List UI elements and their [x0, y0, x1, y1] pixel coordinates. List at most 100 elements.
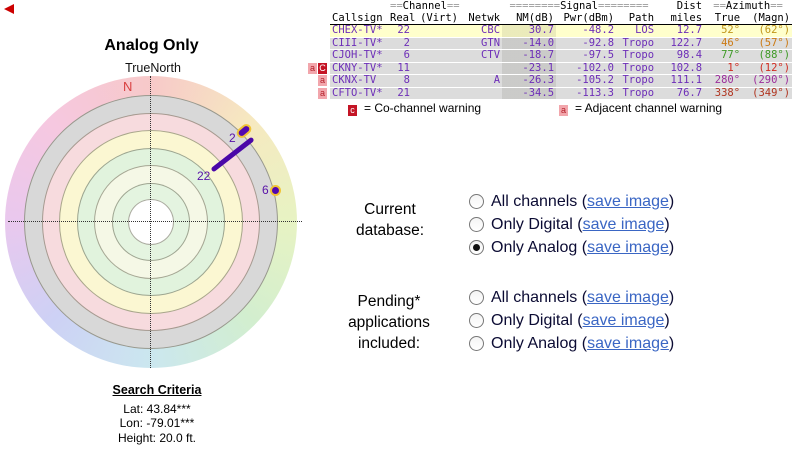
row-warning-badges: [304, 49, 330, 62]
paren-open: (: [577, 311, 583, 329]
cell-miles: 102.8: [656, 62, 705, 75]
back-arrow-icon[interactable]: [4, 4, 14, 14]
option-pending-applications-only-digital: Only Digital (save image): [469, 309, 674, 332]
cell-virt: [412, 49, 461, 63]
save-image-link[interactable]: save image: [587, 334, 669, 352]
cell-az_true: 280°: [704, 74, 743, 88]
cell-callsign: CFTO-TV*: [330, 87, 388, 100]
save-image-link[interactable]: save image: [587, 238, 669, 256]
dist-group-header: Dist: [676, 0, 703, 12]
search-criteria: Search Criteria Lat: 43.84*** Lon: -79.0…: [57, 383, 257, 445]
cell-path: LOS: [616, 24, 657, 38]
cell-az_magn: (12°): [742, 62, 793, 75]
option-label: Only Digital: [491, 215, 578, 233]
search-criteria-title: Search Criteria: [112, 383, 202, 397]
chart-title: Analog Only: [104, 37, 199, 54]
cell-real: 21: [388, 87, 412, 100]
option-pending-applications-all-channels: All channels (save image): [469, 286, 674, 309]
cell-az_magn: (88°): [742, 49, 793, 63]
row-warning-badges: a: [304, 87, 330, 100]
cell-path: Tropo: [616, 74, 657, 88]
signal-table: ==Channel== ========Signal======== Dist …: [304, 0, 793, 100]
pending-applications-label-line: Pending*: [357, 293, 421, 310]
cell-miles: 12.7: [656, 24, 705, 38]
adjacent-channel-badge-icon: a: [559, 105, 568, 116]
cell-az_true: 1°: [704, 62, 743, 75]
cell-callsign: CHEX-TV*: [330, 24, 388, 38]
cell-az_true: 52°: [704, 24, 743, 38]
paren-close: ): [664, 215, 670, 233]
paren-close: ): [668, 192, 675, 210]
adjacent-channel-legend-text: = Adjacent channel warning: [575, 101, 723, 115]
channel-group-header: ==Channel==: [390, 0, 460, 12]
save-image-link[interactable]: save image: [582, 311, 665, 329]
col-netwk: Netwk: [460, 12, 503, 25]
cell-netwk: [460, 62, 503, 75]
north-label: N: [123, 79, 133, 94]
radio-current-database-only-digital[interactable]: [469, 217, 484, 232]
table-group-header-row: ==Channel== ========Signal======== Dist …: [304, 0, 792, 13]
save-image-link[interactable]: save image: [587, 192, 669, 210]
marker-label-ch6: 6: [262, 183, 269, 197]
cell-miles: 122.7: [656, 37, 705, 50]
pending-applications-label-line: applications: [348, 314, 430, 331]
cell-netwk: [460, 87, 503, 100]
search-lat: Lat: 43.84***: [123, 401, 191, 416]
save-image-link[interactable]: save image: [587, 288, 669, 306]
signal-group-header: ========Signal========: [509, 0, 649, 12]
cell-az_true: 77°: [704, 49, 743, 63]
cell-netwk: CTV: [460, 49, 503, 63]
radar-vertical-axis: [150, 76, 151, 368]
cell-az_true: 46°: [704, 37, 743, 50]
radar-ring-7: [128, 199, 174, 245]
cell-miles: 76.7: [656, 87, 705, 100]
col-callsign: Callsign: [330, 12, 388, 25]
cell-path: Tropo: [616, 37, 657, 50]
cell-netwk: CBC: [460, 24, 503, 38]
radio-current-database-all-channels[interactable]: [469, 194, 484, 209]
adjacent-channel-warning-badge-icon: a: [308, 62, 317, 74]
paren-close: ): [668, 334, 675, 352]
save-image-link[interactable]: save image: [582, 215, 665, 233]
adjacent-channel-legend: a = Adjacent channel warning: [558, 101, 722, 116]
paren-open: (: [581, 288, 588, 306]
table-row: CJOH-TV* 6 CTV -18.7 -97.5 Tropo 98.4 77° (88°): [304, 49, 793, 63]
marker-label-ch2: 2: [229, 131, 236, 145]
co-channel-legend: c = Co-channel warning: [347, 101, 481, 116]
table-column-header-row: Callsign Real (Virt) Netwk NM(dB) Pwr(dB…: [304, 12, 793, 25]
cell-pwr: -102.0: [556, 62, 617, 75]
paren-open: (: [581, 334, 588, 352]
col-pwr: Pwr(dBm): [556, 12, 617, 25]
cell-miles: 111.1: [656, 74, 705, 88]
radar-horizontal-axis: [8, 221, 302, 222]
table-row: a CFTO-TV* 21 -34.5 -113.3 Tropo 76.7 338° (349°…: [304, 87, 793, 100]
cell-nm: -23.1: [502, 62, 557, 75]
radio-pending-applications-only-analog[interactable]: [469, 336, 484, 351]
table-row: CIII-TV* 2 GTN -14.0 -92.8 Tropo 122.7 46° (57°): [304, 37, 793, 50]
cell-netwk: A: [460, 74, 503, 88]
table-row: a CKNX-TV 8 A -26.3 -105.2 Tropo 111.1 280° (290°…: [304, 74, 793, 88]
cell-pwr: -97.5: [556, 49, 617, 63]
paren-open: (: [577, 215, 583, 233]
cell-az_magn: (349°): [742, 87, 793, 100]
col-magn: (Magn): [742, 12, 793, 25]
option-current-database-only-digital: Only Digital (save image): [469, 213, 674, 236]
cell-callsign: CKNY-TV*: [330, 62, 388, 75]
cell-netwk: GTN: [460, 37, 503, 50]
azimuth-group-header: ==Azimuth==: [713, 0, 783, 12]
cell-nm: -26.3: [502, 74, 557, 88]
cell-callsign: CKNX-TV: [330, 74, 388, 88]
cell-miles: 98.4: [656, 49, 705, 63]
cell-nm: -14.0: [502, 37, 557, 50]
cell-real: 11: [388, 62, 412, 75]
cell-real: 2: [388, 37, 412, 50]
chart-orientation-label: TrueNorth: [125, 61, 181, 75]
radio-pending-applications-all-channels[interactable]: [469, 290, 484, 305]
marker-ch6: [270, 185, 281, 196]
radio-current-database-only-analog[interactable]: [469, 240, 484, 255]
search-lon: Lon: -79.01***: [119, 416, 195, 430]
cell-real: 22: [388, 24, 412, 38]
cell-path: Tropo: [616, 62, 657, 75]
radio-pending-applications-only-digital[interactable]: [469, 313, 484, 328]
